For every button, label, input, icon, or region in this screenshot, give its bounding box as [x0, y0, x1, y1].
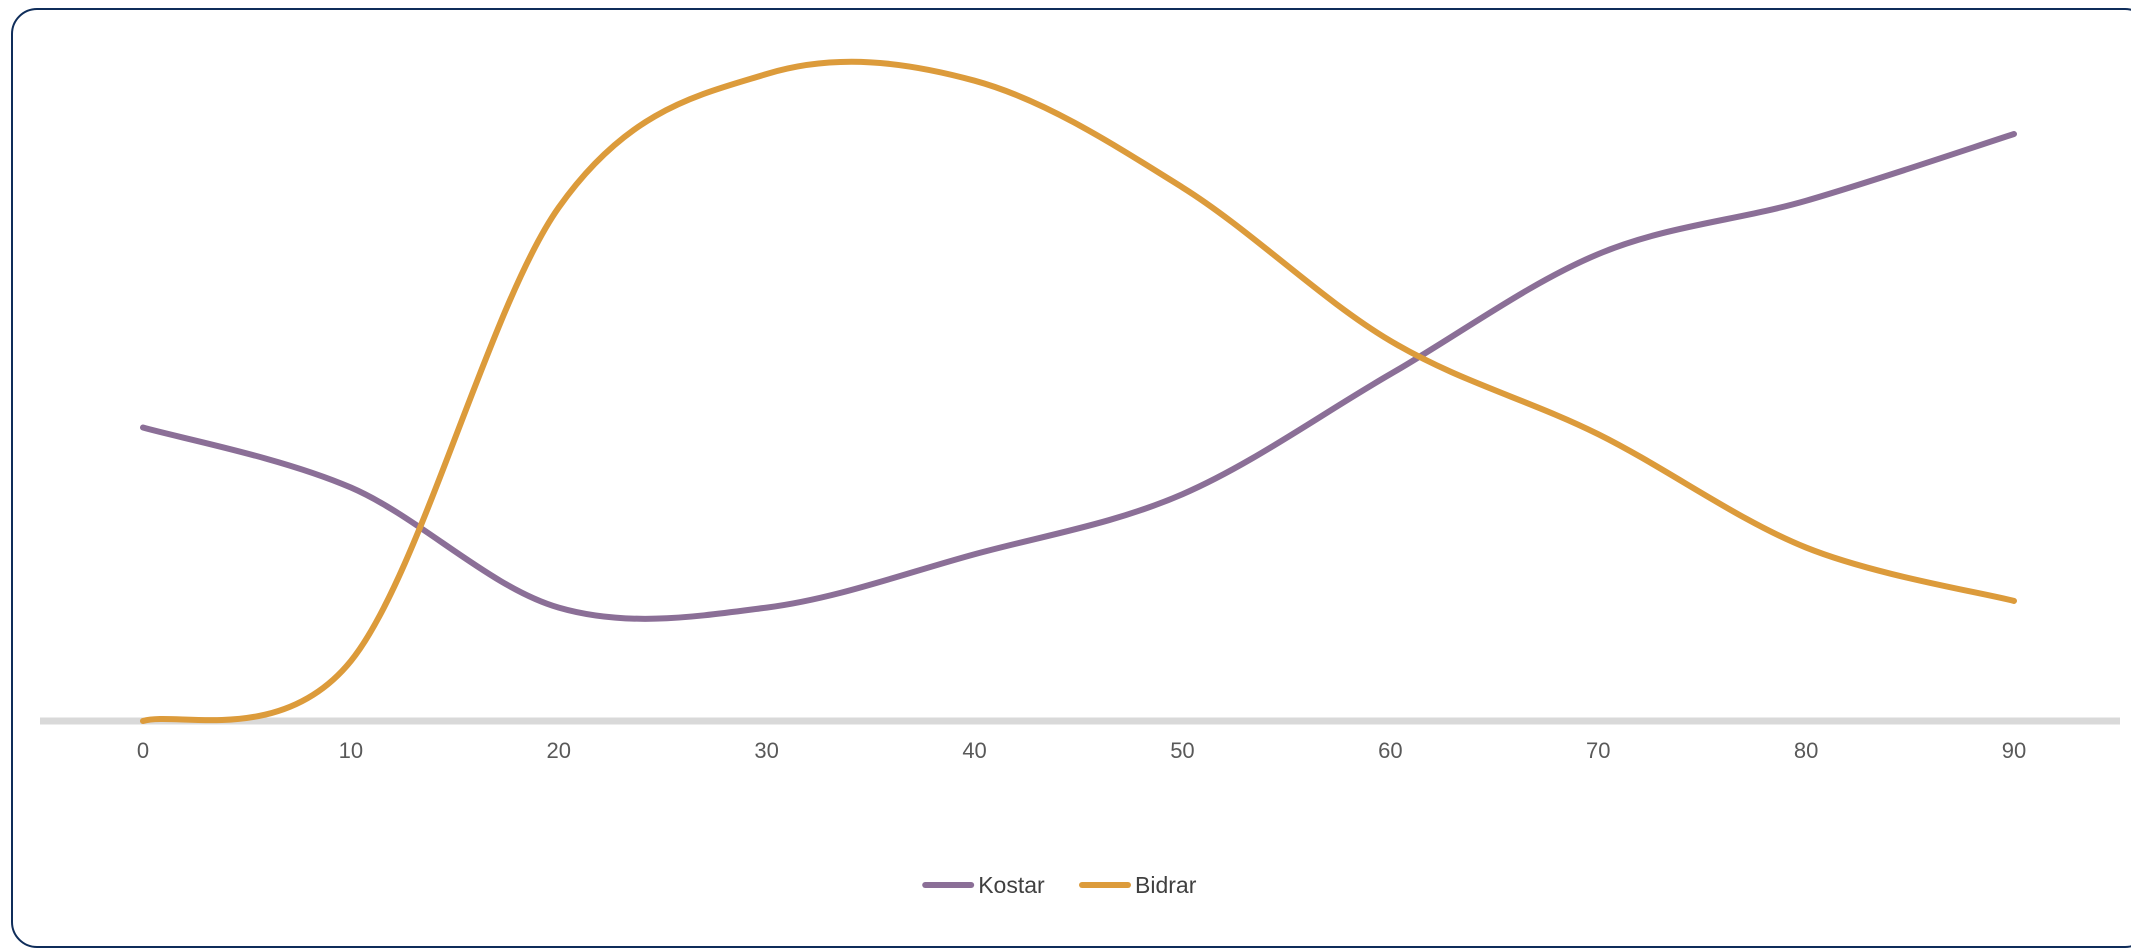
series-line-kostar: [140, 131, 2017, 622]
legend: Kostar Bidrar: [922, 872, 1197, 898]
legend-label-bidrar: Bidrar: [1135, 872, 1197, 898]
x-tick-label: 0: [137, 738, 149, 763]
x-tick-label: 60: [1378, 738, 1402, 763]
series-group: [140, 58, 2017, 724]
x-tick-label: 70: [1586, 738, 1610, 763]
x-axis: 0 10 20 30 40 50 60 70 80 90: [40, 717, 2120, 763]
x-tick-label: 10: [339, 738, 363, 763]
line-chart: 0 10 20 30 40 50 60 70 80 90 Kostar Bidrar: [40, 58, 2120, 898]
x-tick-label: 80: [1794, 738, 1818, 763]
x-tick-label: 40: [962, 738, 986, 763]
chart-frame: [11, 8, 2131, 948]
x-tick-label: 50: [1170, 738, 1194, 763]
series-line-bidrar: [140, 58, 2017, 724]
x-tick-label: 20: [547, 738, 571, 763]
x-tick-label: 90: [2002, 738, 2026, 763]
x-tick-label: 30: [754, 738, 778, 763]
legend-label-kostar: Kostar: [978, 872, 1045, 898]
